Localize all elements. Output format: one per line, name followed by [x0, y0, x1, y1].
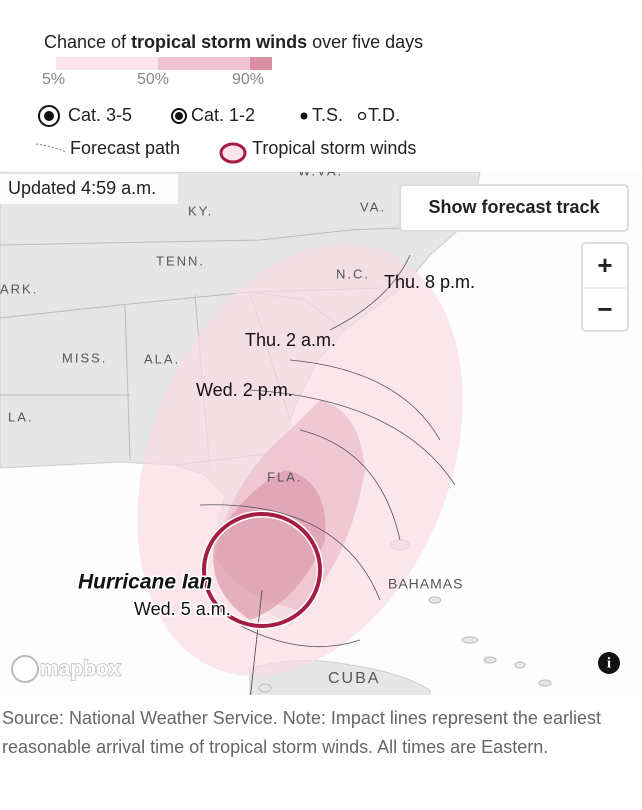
category-label: T.S. — [312, 105, 343, 125]
time-label: Wed. 2 p.m. — [196, 380, 293, 400]
legend-title-prefix: Chance of — [44, 32, 131, 52]
source-note: Source: National Weather Service. Note: … — [2, 708, 601, 757]
path-icon — [35, 143, 67, 153]
place-label: TENN. — [156, 253, 205, 268]
zoom-control[interactable]: + − — [581, 242, 629, 332]
scale-low — [56, 57, 158, 70]
attribution: mapbox — [40, 658, 121, 681]
zoom-out[interactable]: − — [597, 294, 612, 324]
map-graphic: Chance of tropical storm winds over five… — [0, 31, 642, 695]
legend-title: Chance of tropical storm winds over five… — [44, 32, 423, 52]
show-track-button[interactable]: Show forecast track — [399, 184, 629, 232]
winds-icon — [219, 142, 247, 164]
place-label: N.C. — [336, 266, 370, 281]
time-label: Wed. 5 a.m. — [134, 599, 231, 619]
place-label: W.VA. — [298, 163, 343, 178]
category-label: T.D. — [368, 105, 400, 125]
time-label: Thu. 8 p.m. — [384, 272, 475, 292]
place-label: BAHAMAS — [388, 576, 463, 592]
info-icon[interactable]: i — [607, 655, 611, 671]
place-label: LA. — [8, 409, 34, 424]
line-label: Tropical storm winds — [252, 138, 416, 158]
button-label[interactable]: Show forecast track — [428, 197, 600, 217]
zoom-in[interactable]: + — [597, 250, 612, 280]
place-label: ALA. — [144, 351, 180, 366]
scale-label: 5% — [42, 71, 65, 88]
scale-label: 90% — [232, 71, 264, 88]
place-label: CUBA — [328, 670, 380, 687]
category-icons — [38, 105, 367, 127]
time-label: Thu. 2 a.m. — [245, 330, 336, 350]
scale-high — [250, 57, 272, 70]
place-label: MISS. — [62, 350, 107, 365]
place-label: ARK. — [0, 281, 38, 296]
map: W.VA. KY. VA. TENN. N.C. ARK. MISS. ALA.… — [0, 163, 642, 695]
place-label: FLA. — [267, 469, 302, 484]
category-label: Cat. 1-2 — [191, 105, 255, 125]
storm-name: Hurricane Ian — [78, 571, 212, 594]
place-label: KY. — [188, 203, 213, 218]
legend-title-suffix: over five days — [307, 32, 423, 52]
category-label: Cat. 3-5 — [68, 105, 132, 125]
legend-title-bold: tropical storm winds — [131, 32, 307, 52]
updated-label: Updated 4:59 a.m. — [8, 178, 156, 198]
line-label: Forecast path — [70, 138, 180, 158]
scale-label: 50% — [137, 71, 169, 88]
scale-mid — [158, 57, 250, 70]
place-label: VA. — [360, 199, 386, 214]
